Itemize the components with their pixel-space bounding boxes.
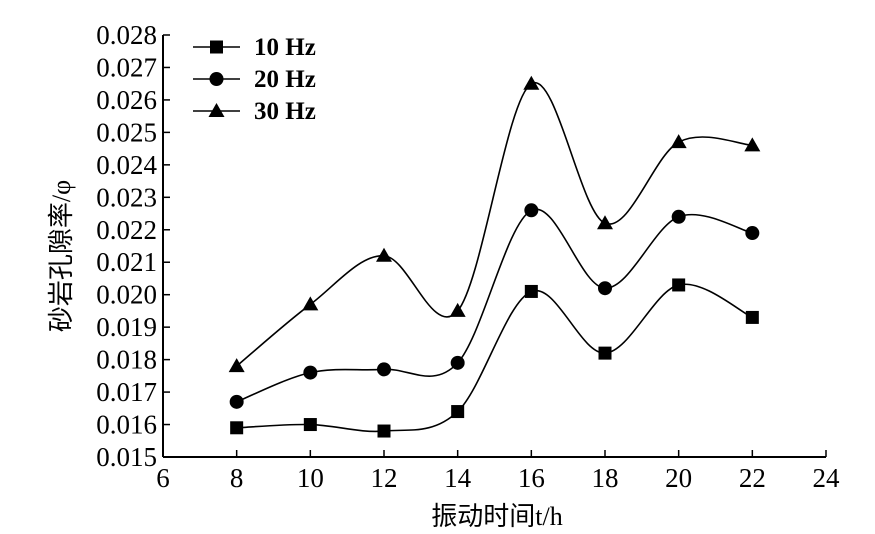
legend-label: 30 Hz xyxy=(254,98,316,125)
legend: 10 Hz 20 Hz 30 Hz xyxy=(193,34,316,125)
series-20hz xyxy=(229,203,760,409)
y-tick-label: 0.018 xyxy=(96,345,157,375)
axes xyxy=(162,35,826,458)
y-tick-label: 0.025 xyxy=(96,117,157,147)
y-tick-label: 0.024 xyxy=(96,150,157,180)
legend-item: 20 Hz xyxy=(193,66,316,93)
data-point xyxy=(377,424,391,438)
x-axis-ticks: 6 8 10 12 14 16 18 20 22 24 xyxy=(156,450,840,493)
y-tick-label: 0.023 xyxy=(96,182,157,212)
x-tick-label: 6 xyxy=(156,463,170,493)
legend-label: 20 Hz xyxy=(254,66,316,93)
series-layer xyxy=(228,75,761,438)
y-tick-label: 0.022 xyxy=(96,215,157,245)
x-tick-label: 18 xyxy=(592,463,619,493)
x-tick-label: 20 xyxy=(665,463,692,493)
x-tick-label: 22 xyxy=(739,463,766,493)
data-point xyxy=(672,278,686,292)
y-tick-label: 0.028 xyxy=(96,20,157,50)
data-point xyxy=(229,394,244,409)
data-point xyxy=(670,134,687,149)
data-point xyxy=(450,355,465,370)
data-point xyxy=(745,226,760,241)
y-tick-label: 0.027 xyxy=(96,52,157,82)
series-line xyxy=(236,208,753,403)
data-point xyxy=(451,405,465,419)
data-point xyxy=(449,302,466,317)
x-tick-label: 14 xyxy=(444,463,472,493)
y-tick-label: 0.015 xyxy=(96,442,157,472)
data-point xyxy=(598,281,612,296)
data-point xyxy=(524,203,539,218)
series-line xyxy=(236,283,753,433)
x-tick-label: 10 xyxy=(297,463,324,493)
x-tick-label: 16 xyxy=(518,463,545,493)
data-point xyxy=(597,215,613,230)
data-point xyxy=(524,284,538,298)
series-30hz xyxy=(228,75,761,373)
data-point xyxy=(598,346,612,360)
data-point xyxy=(671,209,686,224)
x-tick-label: 8 xyxy=(230,463,244,493)
data-point xyxy=(745,310,759,324)
data-point xyxy=(228,358,245,373)
y-tick-label: 0.019 xyxy=(96,312,157,342)
legend-label: 10 Hz xyxy=(254,34,316,61)
y-tick-label: 0.020 xyxy=(96,280,157,310)
legend-marker xyxy=(210,40,223,54)
y-tick-label: 0.026 xyxy=(96,85,157,115)
x-axis-label: 振动时间t/h xyxy=(431,502,562,531)
y-tick-label: 0.021 xyxy=(96,247,157,277)
data-point xyxy=(744,137,761,152)
data-point xyxy=(230,421,244,435)
series-line xyxy=(236,82,753,367)
data-point xyxy=(377,362,391,377)
data-point xyxy=(303,418,317,432)
legend-item: 30 Hz xyxy=(193,98,316,125)
data-point xyxy=(302,296,319,311)
legend-item: 10 Hz xyxy=(193,34,316,61)
y-axis-ticks: 0.0150.0160.0170.0180.0190.0200.0210.022… xyxy=(96,20,170,472)
data-point xyxy=(303,365,318,380)
series-10hz xyxy=(230,278,759,438)
x-tick-label: 24 xyxy=(813,463,841,493)
legend-marker xyxy=(208,103,225,117)
y-tick-label: 0.016 xyxy=(96,410,157,440)
legend-marker xyxy=(209,72,224,86)
x-tick-label: 12 xyxy=(371,463,398,493)
y-axis-label: 砂岩孔隙率/φ xyxy=(47,180,76,332)
y-tick-label: 0.017 xyxy=(96,377,157,407)
data-point xyxy=(376,247,392,262)
data-point xyxy=(523,75,540,90)
